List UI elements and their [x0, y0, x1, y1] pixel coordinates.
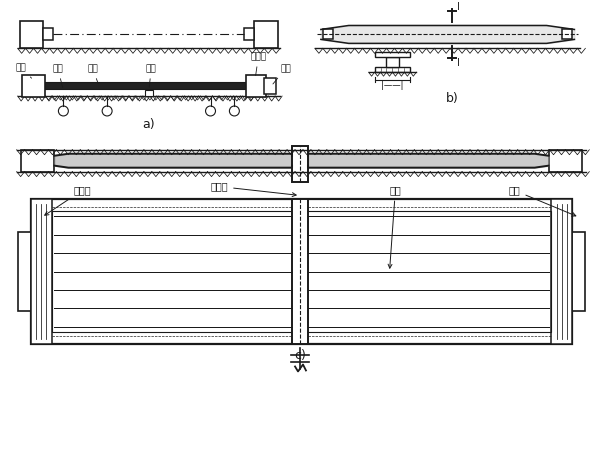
Text: 力筋: 力筋 — [87, 64, 98, 84]
Text: 夹具: 夹具 — [273, 64, 291, 84]
Bar — [292, 199, 308, 344]
Bar — [22, 75, 46, 97]
Text: 承力架: 承力架 — [211, 181, 296, 197]
Bar — [386, 57, 400, 67]
Bar — [548, 150, 583, 171]
Text: 定位板: 定位板 — [45, 185, 91, 215]
Text: |——|: |——| — [381, 81, 404, 90]
Bar — [20, 21, 43, 48]
Bar — [43, 82, 254, 89]
Bar — [31, 199, 52, 344]
Text: I: I — [457, 1, 460, 12]
Text: b): b) — [446, 92, 458, 105]
Bar — [247, 75, 266, 97]
Bar — [52, 212, 551, 332]
Text: 底板: 底板 — [388, 185, 401, 268]
Text: I: I — [457, 58, 460, 68]
Bar — [374, 67, 410, 72]
Bar — [323, 29, 333, 40]
Bar — [292, 146, 308, 181]
Text: c): c) — [294, 349, 306, 361]
Bar — [551, 199, 572, 344]
Bar — [254, 21, 278, 48]
Text: 支架: 支架 — [52, 64, 63, 87]
Bar — [562, 29, 572, 40]
Text: a): a) — [143, 118, 155, 131]
Text: 横架: 横架 — [509, 185, 576, 216]
Text: 台面: 台面 — [146, 64, 157, 87]
Bar — [264, 78, 276, 94]
Bar — [572, 232, 586, 311]
Bar — [145, 90, 153, 96]
Bar — [244, 28, 254, 40]
Bar — [43, 28, 53, 40]
Text: 横架: 横架 — [16, 63, 32, 78]
Bar — [20, 150, 55, 171]
Bar — [17, 232, 31, 311]
Bar — [31, 199, 572, 344]
Bar — [374, 52, 410, 57]
Text: 定位板: 定位板 — [250, 52, 266, 76]
